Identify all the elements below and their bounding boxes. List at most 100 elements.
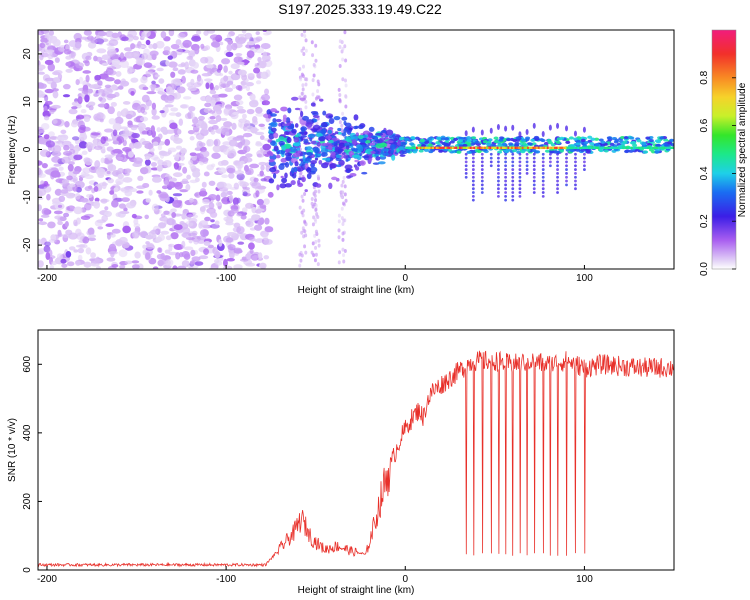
heatmap-cell (214, 220, 220, 226)
heatmap-cell (79, 132, 88, 141)
heatmap-cell (94, 219, 103, 227)
heatmap-cell (255, 31, 260, 36)
heatmap-cell (497, 187, 500, 191)
heatmap-cell (293, 141, 301, 147)
heatmap-cell (78, 243, 88, 249)
heatmap-cell (87, 101, 96, 107)
heatmap-cell (573, 137, 579, 141)
heatmap-cell (525, 146, 528, 150)
heatmap-cell (249, 248, 254, 254)
heatmap-cell (511, 160, 515, 164)
heatmap-cell (222, 189, 229, 197)
heatmap-cell (487, 146, 490, 150)
heatmap-cell (168, 61, 178, 68)
heatmap-cell (469, 146, 472, 150)
heatmap-cell (133, 218, 139, 225)
heatmap-cell (144, 142, 154, 150)
heatmap-cell (296, 147, 301, 152)
heatmap-cell (87, 88, 94, 94)
heatmap-cell (525, 160, 529, 164)
heatmap-cell (345, 145, 350, 150)
heatmap-cell (138, 126, 144, 132)
heatmap-cell (242, 113, 247, 120)
heatmap-cell (344, 94, 348, 99)
heatmap-cell (344, 58, 348, 63)
heatmap-cell (304, 250, 308, 255)
heatmap-cell (398, 136, 403, 141)
spectrogram-y-label: Frequency (Hz) (7, 116, 18, 185)
heatmap-cell (412, 146, 415, 150)
heatmap-cell (430, 146, 433, 150)
heatmap-cell (117, 167, 124, 174)
heatmap-cell (170, 71, 176, 78)
heatmap-cell (165, 95, 175, 104)
heatmap-cell (493, 136, 499, 140)
heatmap-cell (270, 140, 276, 146)
heatmap-cell (639, 146, 643, 150)
heatmap-cell (282, 145, 286, 150)
heatmap-cell (497, 172, 500, 175)
heatmap-cell (541, 146, 544, 150)
heatmap-cell (337, 148, 342, 155)
heatmap-cell (501, 142, 507, 146)
heatmap-cell (645, 136, 651, 140)
heatmap-cell (326, 157, 331, 161)
heatmap-cell (574, 187, 577, 191)
heatmap-cell (419, 146, 422, 150)
heatmap-cell (301, 83, 305, 88)
heatmap-cell (265, 30, 272, 35)
heatmap-cell (294, 107, 301, 111)
heatmap-cell (494, 146, 498, 150)
heatmap-cell (261, 265, 266, 269)
heatmap-cell (458, 144, 464, 148)
heatmap-cell (284, 183, 292, 188)
heatmap-cell (39, 149, 50, 157)
heatmap-cell (497, 183, 500, 187)
heatmap-cell (82, 70, 92, 74)
heatmap-cell (341, 77, 345, 82)
heatmap-cell (202, 204, 213, 208)
heatmap-cell (568, 146, 571, 150)
heatmap-cell (497, 152, 500, 156)
heatmap-cell (377, 161, 386, 165)
heatmap-cell (541, 164, 545, 168)
heatmap-cell (527, 142, 533, 146)
heatmap-cell (314, 252, 318, 257)
heatmap-cell (246, 50, 255, 58)
heatmap-cell (87, 185, 93, 190)
heatmap-cell (305, 146, 313, 151)
heatmap-cell (532, 164, 536, 168)
heatmap-cell (511, 175, 515, 179)
heatmap-cell (480, 175, 484, 179)
heatmap-cell (42, 110, 51, 118)
heatmap-cell (375, 132, 384, 136)
spectrogram-y-tick-label: 20 (22, 48, 33, 60)
heatmap-cell (122, 225, 131, 234)
heatmap-cell (525, 152, 529, 156)
spectrogram-x-tick-label: -100 (216, 273, 236, 284)
heatmap-cell (636, 139, 642, 143)
heatmap-cell (119, 52, 125, 59)
heatmap-cell (200, 43, 205, 49)
heatmap-cell (129, 142, 136, 149)
heatmap-cell (248, 236, 256, 242)
heatmap-cell (207, 244, 214, 249)
heatmap-cell (591, 146, 594, 150)
heatmap-cell (108, 39, 119, 47)
heatmap-cell (574, 168, 577, 171)
spectrogram-y-tick-label: -10 (22, 190, 33, 205)
heatmap-cell (374, 139, 381, 143)
heatmap-cell (408, 146, 412, 150)
heatmap-cell (163, 46, 171, 52)
heatmap-cell (111, 264, 119, 268)
heatmap-cell (203, 78, 213, 82)
heatmap-cell (174, 181, 183, 190)
heatmap-cell (464, 156, 468, 160)
heatmap-cell (160, 126, 168, 133)
heatmap-cell (623, 135, 629, 140)
heatmap-cell (505, 148, 511, 152)
colorbar-ticks: 0.0 0.2 0.4 0.6 0.8 (699, 70, 736, 276)
heatmap-cell (546, 138, 552, 143)
heatmap-cell (343, 30, 347, 35)
heatmap-cell (218, 93, 228, 98)
